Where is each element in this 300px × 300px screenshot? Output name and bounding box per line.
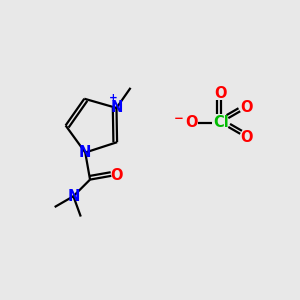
Text: −: − bbox=[173, 112, 183, 125]
Text: O: O bbox=[240, 130, 252, 145]
Text: Cl: Cl bbox=[213, 115, 229, 130]
Text: O: O bbox=[240, 100, 252, 115]
Text: O: O bbox=[214, 85, 227, 100]
Text: +: + bbox=[109, 93, 117, 103]
Text: O: O bbox=[110, 168, 123, 183]
Text: N: N bbox=[67, 189, 80, 204]
Text: O: O bbox=[185, 115, 197, 130]
Text: N: N bbox=[79, 145, 92, 160]
Text: N: N bbox=[110, 100, 123, 116]
